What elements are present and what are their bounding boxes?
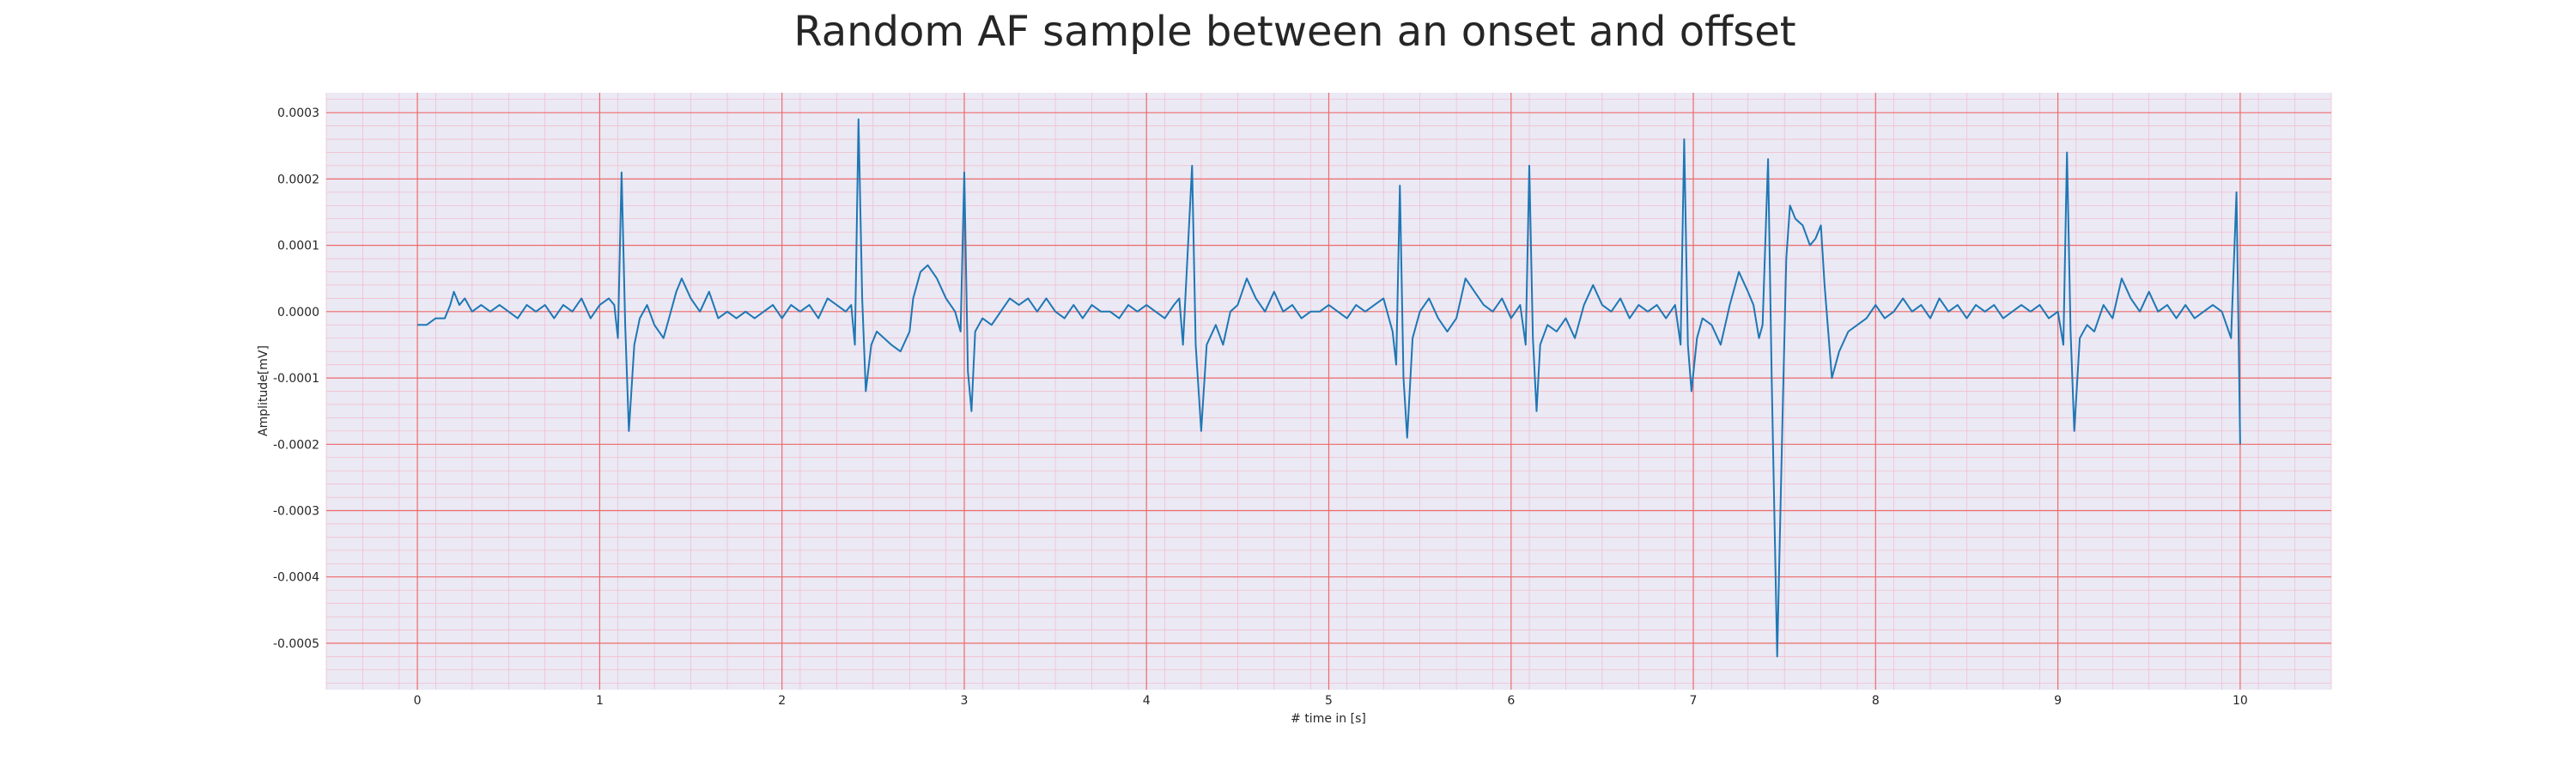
- series-layer: [417, 118, 2241, 658]
- x-tick-label: 9: [2054, 694, 2062, 708]
- x-tick-label: 1: [596, 694, 604, 708]
- x-tick-label: 7: [1690, 694, 1698, 708]
- y-tick-label: -0.0004: [273, 571, 319, 585]
- x-axis-ticks: 0 1 2 3 4 5 6 7 8 9 10: [414, 694, 2248, 708]
- x-tick-label: 8: [1872, 694, 1880, 708]
- x-tick-label: 10: [2233, 694, 2248, 708]
- x-tick-label: 0: [414, 694, 422, 708]
- y-tick-label: 0.0000: [277, 306, 319, 320]
- x-tick-label: 3: [961, 694, 969, 708]
- x-axis-label: # time in [s]: [1291, 712, 1366, 726]
- major-grid: [326, 93, 2331, 690]
- x-tick-label: 2: [778, 694, 786, 708]
- y-axis-ticks: 0.0003 0.0002 0.0001 0.0000 -0.0001 -0.0002 -0…: [273, 107, 319, 651]
- y-tick-label: 0.0003: [277, 107, 319, 120]
- ecg-series-line: [417, 118, 2241, 658]
- y-tick-label: 0.0001: [277, 240, 319, 253]
- y-tick-label: 0.0002: [277, 173, 319, 186]
- chart-title: Random AF sample between an onset and of…: [793, 8, 1795, 56]
- x-tick-label: 6: [1507, 694, 1515, 708]
- y-tick-label: -0.0005: [273, 637, 319, 651]
- x-tick-label: 4: [1143, 694, 1151, 708]
- y-tick-label: -0.0001: [273, 372, 319, 386]
- y-tick-label: -0.0003: [273, 505, 319, 519]
- y-tick-label: -0.0002: [273, 438, 319, 452]
- x-tick-label: 5: [1325, 694, 1333, 708]
- y-axis-label: Amplitude[mV]: [257, 345, 270, 436]
